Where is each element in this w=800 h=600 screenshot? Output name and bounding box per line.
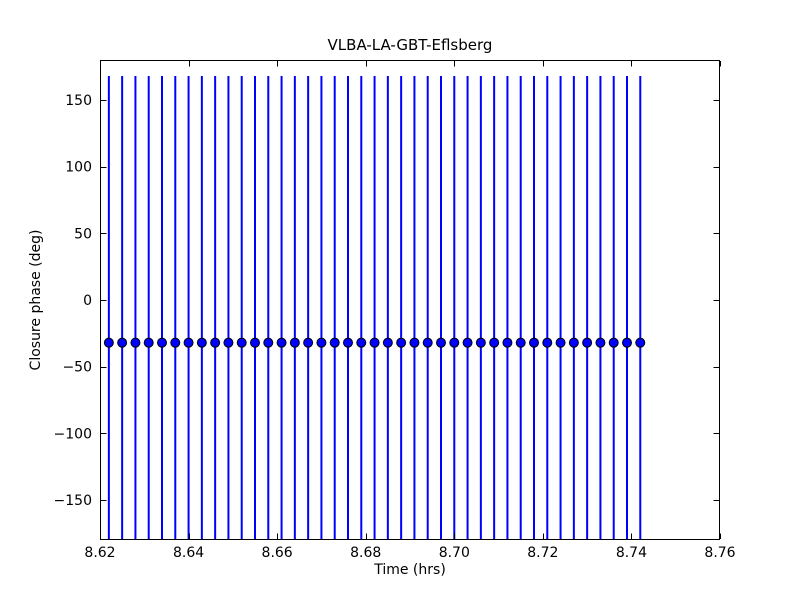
- data-point: [250, 337, 260, 348]
- y-tick-label: −150: [54, 493, 92, 509]
- y-tick-label: 50: [74, 226, 92, 242]
- data-point: [343, 337, 353, 348]
- data-point: [103, 337, 114, 348]
- data-point: [276, 337, 287, 348]
- data-point: [449, 337, 460, 348]
- data-point: [462, 337, 473, 348]
- x-tick-label: 8.74: [616, 545, 647, 561]
- data-point: [515, 337, 526, 348]
- data-point: [529, 337, 539, 348]
- data-point: [183, 337, 194, 348]
- data-point: [595, 337, 606, 348]
- data-point: [263, 337, 274, 348]
- data-point: [555, 337, 566, 348]
- x-tick-label: 8.64: [173, 545, 204, 561]
- x-tick-label: 8.76: [704, 545, 735, 561]
- chart-title: VLBA-LA-GBT-Eflsberg: [327, 36, 493, 54]
- data-point: [542, 337, 553, 348]
- x-axis-label: Time (hrs): [374, 562, 446, 578]
- data-point: [475, 337, 486, 348]
- data-point: [489, 337, 500, 348]
- data-point: [382, 337, 393, 348]
- data-point: [396, 337, 407, 348]
- data-point: [303, 337, 314, 348]
- x-tick-label: 8.70: [439, 545, 470, 561]
- data-point: [223, 337, 234, 348]
- data-point: [436, 337, 446, 348]
- data-point: [409, 337, 420, 348]
- data-point: [608, 337, 619, 348]
- x-tick-label: 8.62: [84, 545, 115, 561]
- data-point: [316, 337, 327, 348]
- data-point: [130, 337, 141, 348]
- data-point: [369, 337, 380, 348]
- data-point: [356, 337, 367, 348]
- data-point: [236, 337, 247, 348]
- data-point: [568, 337, 579, 348]
- data-point: [502, 337, 513, 348]
- data-point: [329, 337, 340, 348]
- data-point: [170, 337, 181, 348]
- plot-frame: [100, 60, 720, 540]
- y-tick-label: −50: [62, 360, 92, 376]
- data-point: [422, 337, 433, 348]
- x-tick-label: 8.72: [527, 545, 558, 561]
- y-tick-label: −100: [54, 426, 92, 442]
- y-tick-label: 150: [65, 93, 92, 109]
- data-point: [210, 337, 221, 348]
- x-tick-label: 8.68: [350, 545, 381, 561]
- y-axis-label: Closure phase (deg): [28, 229, 44, 371]
- data-point: [196, 337, 207, 348]
- data-point: [289, 337, 300, 348]
- data-point: [582, 337, 593, 348]
- data-point: [622, 337, 632, 348]
- y-tick-label: 0: [83, 293, 92, 309]
- x-tick-label: 8.66: [262, 545, 293, 561]
- data-point: [157, 337, 167, 348]
- y-tick-label: 100: [65, 160, 92, 176]
- data-point: [143, 337, 154, 348]
- data-point: [117, 337, 128, 348]
- data-point: [635, 337, 646, 348]
